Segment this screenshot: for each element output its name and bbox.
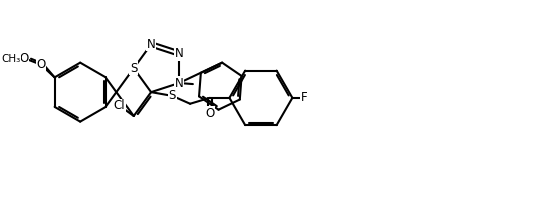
Text: O: O [36, 58, 45, 71]
Text: N: N [175, 47, 184, 60]
Text: S: S [130, 62, 137, 75]
Text: O: O [20, 52, 29, 65]
Text: Cl: Cl [114, 99, 125, 112]
Text: N: N [175, 77, 184, 90]
Text: CH₃: CH₃ [1, 54, 20, 64]
Text: F: F [301, 91, 307, 104]
Text: N: N [147, 38, 156, 51]
Text: S: S [169, 89, 176, 102]
Text: O: O [205, 107, 214, 120]
